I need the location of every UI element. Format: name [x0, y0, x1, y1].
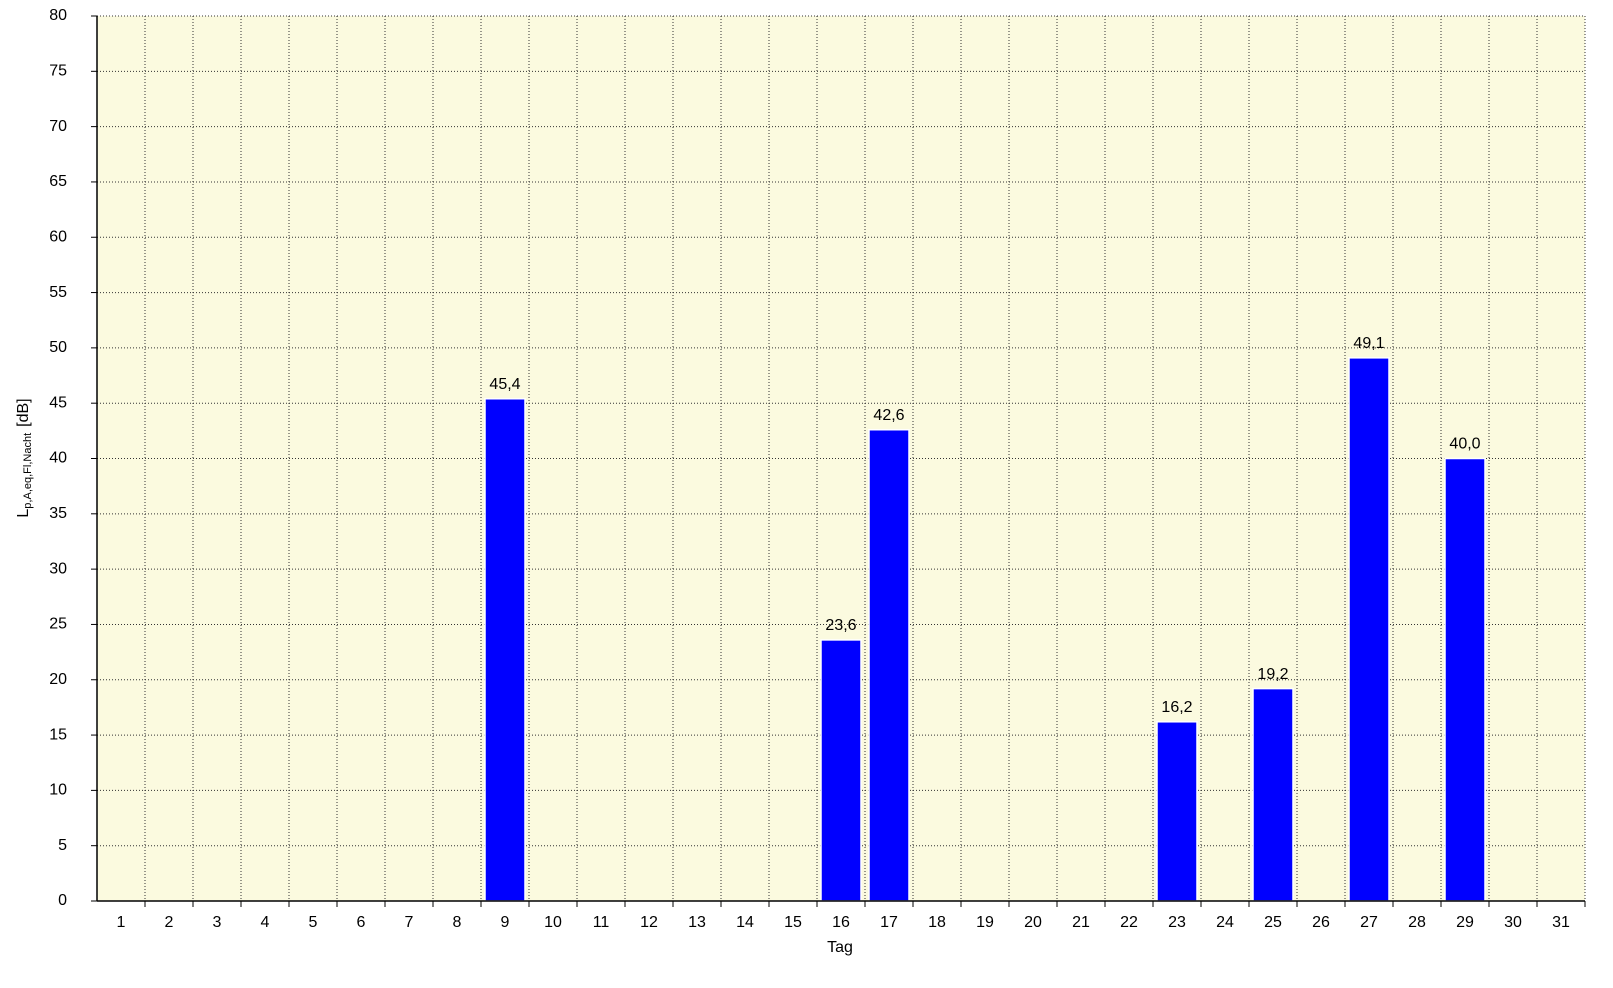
bar — [484, 398, 526, 902]
x-tick-label: 29 — [1456, 914, 1474, 931]
x-tick-label: 1 — [117, 914, 126, 931]
y-tick-label: 15 — [49, 726, 67, 743]
x-tick-label: 20 — [1024, 914, 1042, 931]
y-tick-label: 30 — [49, 560, 67, 577]
x-tick-label: 17 — [880, 914, 898, 931]
x-tick-label: 5 — [309, 914, 318, 931]
bar — [1444, 457, 1486, 902]
x-tick-label: 2 — [165, 914, 174, 931]
y-axis-label: Lp,A,eq,Fl,Nacht [dB] — [15, 398, 34, 517]
x-tick-label: 22 — [1120, 914, 1138, 931]
y-tick-label: 25 — [49, 616, 67, 633]
x-tick-label: 7 — [405, 914, 414, 931]
bar — [868, 428, 910, 902]
y-tick-label: 20 — [49, 671, 67, 688]
x-axis-label: Tag — [827, 939, 853, 956]
y-tick-label: 60 — [49, 228, 67, 245]
y-axis-label-unit: [dB] — [15, 398, 32, 426]
x-tick-label: 14 — [736, 914, 754, 931]
bar — [1252, 687, 1294, 902]
y-tick-label: 45 — [49, 394, 67, 411]
value-label: 42,6 — [873, 407, 904, 424]
y-axis-label-main: L — [15, 509, 32, 518]
bar — [820, 639, 862, 902]
x-tick-label: 4 — [261, 914, 270, 931]
y-tick-label: 40 — [49, 450, 67, 467]
x-tick-label: 26 — [1312, 914, 1330, 931]
x-tick-label: 6 — [357, 914, 366, 931]
x-tick-label: 16 — [832, 914, 850, 931]
y-tick-label: 80 — [49, 7, 67, 24]
value-label: 49,1 — [1353, 335, 1384, 352]
x-tick-label: 11 — [593, 914, 610, 931]
bar — [1156, 721, 1198, 902]
x-tick-label: 25 — [1264, 914, 1282, 931]
y-tick-label: 0 — [58, 892, 67, 909]
x-tick-label: 3 — [213, 914, 222, 931]
value-label: 16,2 — [1161, 699, 1192, 716]
y-tick-label: 75 — [49, 63, 67, 80]
x-tick-label: 27 — [1360, 914, 1378, 931]
x-tick-label: 10 — [544, 914, 562, 931]
value-label: 40,0 — [1449, 436, 1480, 453]
bar — [1348, 357, 1390, 902]
x-tick-label: 13 — [688, 914, 706, 931]
y-tick-label: 5 — [58, 837, 67, 854]
y-axis-label-sub: p,A,eq,Fl,Nacht — [22, 433, 34, 509]
y-tick-label: 50 — [49, 339, 67, 356]
x-tick-label: 9 — [501, 914, 510, 931]
x-tick-label: 24 — [1216, 914, 1234, 931]
y-tick-label: 65 — [49, 173, 67, 190]
x-tick-label: 19 — [976, 914, 994, 931]
x-tick-label: 31 — [1552, 914, 1570, 931]
x-tick-label: 21 — [1072, 914, 1090, 931]
x-tick-label: 30 — [1504, 914, 1522, 931]
y-tick-label: 35 — [49, 505, 67, 522]
x-tick-label: 15 — [784, 914, 802, 931]
value-label: 23,6 — [825, 617, 856, 634]
x-tick-label: 8 — [453, 914, 462, 931]
x-tick-label: 23 — [1168, 914, 1186, 931]
x-tick-label: 12 — [640, 914, 658, 931]
y-tick-label: 10 — [49, 782, 67, 799]
value-label: 45,4 — [489, 376, 520, 393]
value-label: 19,2 — [1257, 666, 1288, 683]
y-tick-label: 55 — [49, 284, 67, 301]
x-tick-label: 18 — [928, 914, 946, 931]
x-tick-label: 28 — [1408, 914, 1426, 931]
y-tick-label: 70 — [49, 118, 67, 135]
